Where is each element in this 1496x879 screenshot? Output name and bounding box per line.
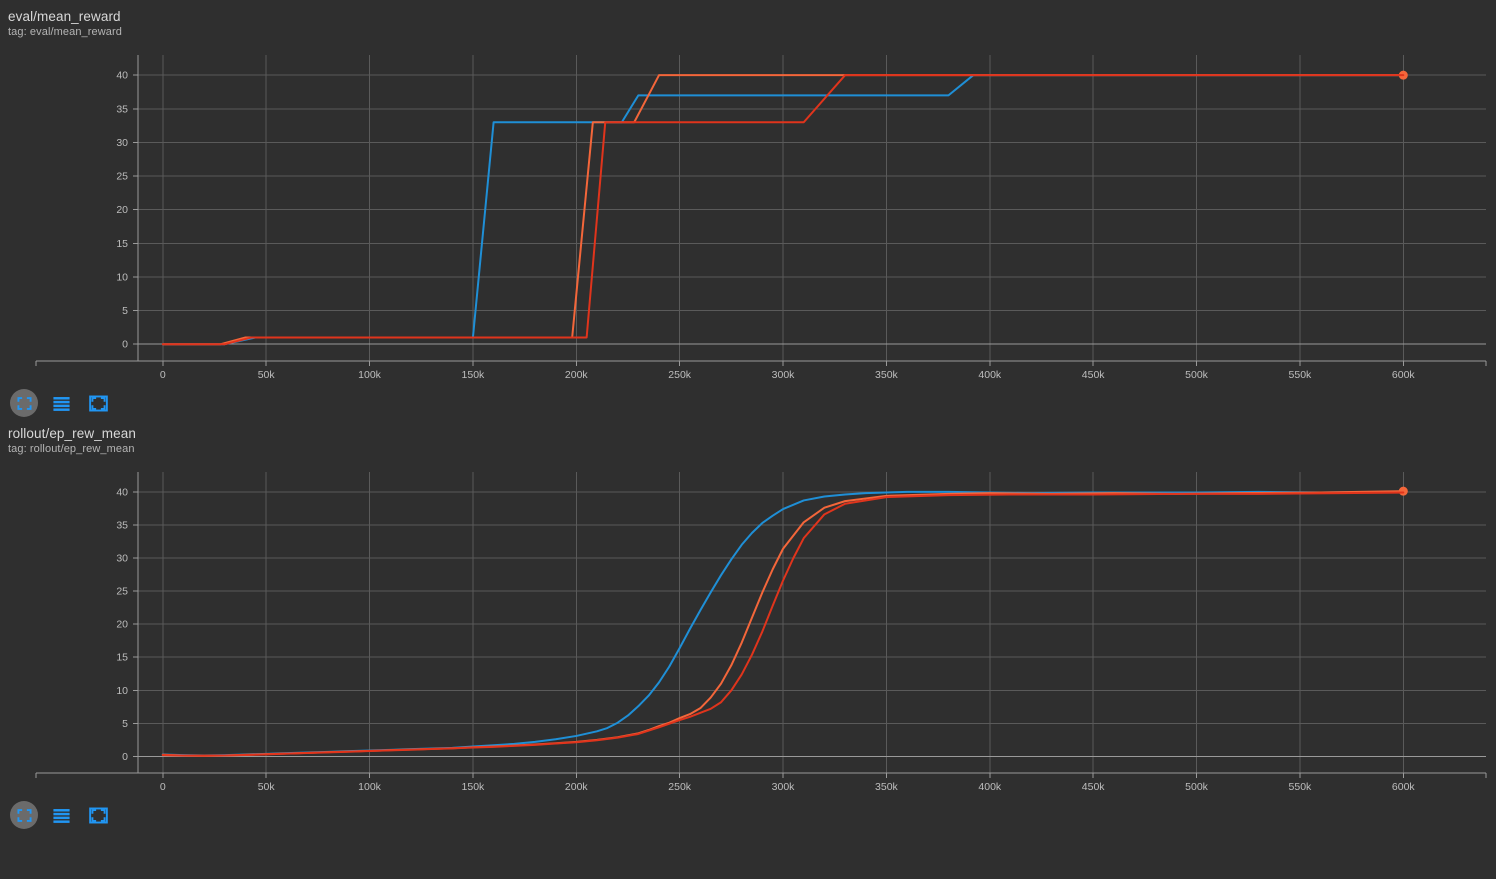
y-tick-label: 10: [116, 271, 128, 283]
y-tick-label: 15: [116, 238, 128, 250]
toggle-lines-button[interactable]: [47, 389, 75, 417]
scalar-card-eval-mean-reward: eval/mean_reward tag: eval/mean_reward 0…: [0, 0, 1496, 417]
series-line-run-red[interactable]: [161, 74, 1405, 346]
x-tick-label: 400k: [978, 369, 1002, 381]
expand-fullscreen-icon: [88, 395, 108, 411]
card-header: eval/mean_reward tag: eval/mean_reward: [0, 0, 1496, 39]
y-tick-label: 25: [116, 586, 128, 598]
chart-toolbar[interactable]: [0, 801, 1496, 829]
x-tick-label: 600k: [1392, 781, 1416, 793]
x-tick-label: 0: [160, 781, 166, 793]
chart-toolbar[interactable]: [0, 389, 1496, 417]
card-tag: tag: rollout/ep_rew_mean: [8, 443, 135, 455]
fullscreen-button[interactable]: [84, 389, 112, 417]
x-tick-label: 150k: [462, 369, 486, 381]
series-line-run-orange[interactable]: [161, 74, 1405, 346]
x-tick-label: 600k: [1392, 369, 1416, 381]
y-tick-label: 0: [122, 339, 128, 351]
card-header: rollout/ep_rew_mean tag: rollout/ep_rew_…: [0, 417, 1496, 456]
x-tick-label: 250k: [668, 781, 692, 793]
y-tick-label: 20: [116, 619, 128, 631]
fit-domain-button[interactable]: [10, 801, 38, 829]
scalar-card-rollout-ep-rew-mean: rollout/ep_rew_mean tag: rollout/ep_rew_…: [0, 417, 1496, 829]
x-tick-label: 100k: [358, 369, 382, 381]
horizontal-lines-icon: [52, 808, 70, 823]
y-tick-label: 15: [116, 652, 128, 664]
y-tick-label: 0: [122, 751, 128, 763]
y-tick-label: 35: [116, 519, 128, 531]
series-endpoint-marker-run-orange[interactable]: [1398, 486, 1408, 496]
fit-domain-icon: [16, 396, 32, 410]
fullscreen-button[interactable]: [84, 801, 112, 829]
x-tick-label: 500k: [1185, 781, 1209, 793]
card-tag: tag: eval/mean_reward: [8, 26, 122, 38]
y-tick-label: 35: [116, 103, 128, 115]
x-tick-label: 100k: [358, 781, 382, 793]
plot-area-rollout-ep-rew-mean[interactable]: 0 5 10 15 20 25 30 35 40 0 50k 100k 150k 200k 250k 300k…: [0, 456, 1496, 801]
expand-fullscreen-icon: [88, 807, 108, 823]
x-tick-label: 350k: [875, 781, 899, 793]
x-tick-label: 550k: [1289, 369, 1313, 381]
horizontal-lines-icon: [52, 396, 70, 411]
y-tick-label: 30: [116, 553, 128, 565]
plot-area-eval-mean-reward[interactable]: 0 5 10 15 20 25 30 35 40 0 50k 100k 150k 200k 250k 300k…: [0, 39, 1496, 389]
y-tick-label: 40: [116, 486, 128, 498]
x-tick-label: 300k: [772, 781, 796, 793]
x-tick-label: 300k: [772, 369, 796, 381]
series-line-run-red[interactable]: [161, 491, 1405, 757]
y-tick-label: 5: [122, 718, 128, 730]
x-tick-label: 200k: [565, 781, 589, 793]
x-tick-label: 0: [160, 369, 166, 381]
x-tick-label: 200k: [565, 369, 589, 381]
x-tick-label: 450k: [1082, 781, 1106, 793]
line-chart-svg[interactable]: 0 5 10 15 20 25 30 35 40 0 50k 100k 150k 200k 250k 300k…: [0, 456, 1496, 801]
y-tick-label: 20: [116, 204, 128, 216]
x-tick-label: 250k: [668, 369, 692, 381]
page-title: rollout/ep_rew_mean: [8, 426, 136, 441]
x-tick-label: 50k: [258, 781, 276, 793]
x-tick-label: 400k: [978, 781, 1002, 793]
line-chart-svg[interactable]: 0 5 10 15 20 25 30 35 40 0 50k 100k 150k 200k 250k 300k…: [0, 39, 1496, 389]
x-tick-label: 550k: [1289, 781, 1313, 793]
x-tick-label: 150k: [462, 781, 486, 793]
x-tick-label: 50k: [258, 369, 276, 381]
plot-background: [0, 39, 1496, 389]
y-tick-label: 10: [116, 685, 128, 697]
x-tick-label: 350k: [875, 369, 899, 381]
y-tick-label: 40: [116, 70, 128, 82]
x-tick-label: 500k: [1185, 369, 1209, 381]
y-tick-label: 25: [116, 171, 128, 183]
page-title: eval/mean_reward: [8, 9, 121, 24]
y-tick-label: 5: [122, 305, 128, 317]
x-tick-label: 450k: [1082, 369, 1106, 381]
y-tick-label: 30: [116, 137, 128, 149]
fit-domain-button[interactable]: [10, 389, 38, 417]
fit-domain-icon: [16, 808, 32, 822]
toggle-lines-button[interactable]: [47, 801, 75, 829]
